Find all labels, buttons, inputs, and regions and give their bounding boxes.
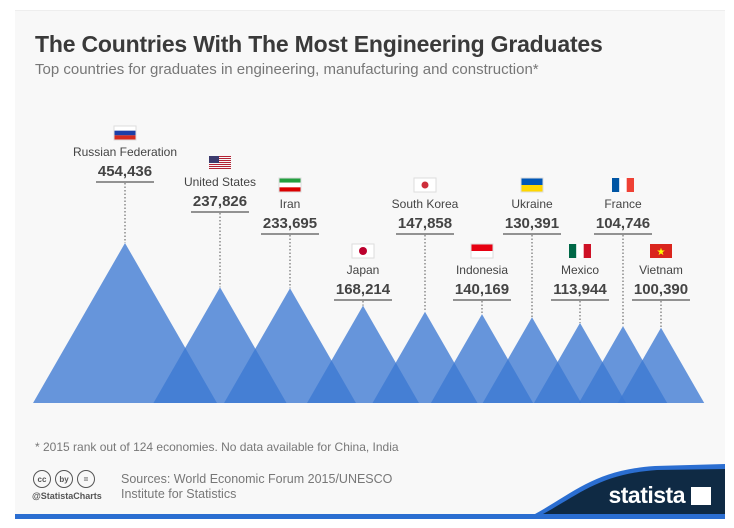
statista-logo-text[interactable]: statista — [608, 482, 685, 508]
value-label: 168,214 — [336, 281, 391, 298]
value-label: 237,826 — [193, 193, 247, 210]
south-korea-flag — [413, 177, 437, 193]
sources: Sources: World Economic Forum 2015/UNESC… — [121, 472, 401, 502]
vietnam-flag: ★ — [650, 244, 672, 258]
brand-swoosh — [535, 464, 725, 514]
triangle-2 — [224, 288, 356, 403]
chart-title: The Countries With The Most Engineering … — [35, 31, 603, 57]
footnote: * 2015 rank out of 124 economies. No dat… — [35, 440, 399, 454]
value-label: 140,169 — [455, 281, 509, 298]
country-label: United States — [184, 175, 256, 189]
mexico-flag — [569, 244, 591, 258]
brand-bar — [15, 514, 725, 519]
value-label: 147,858 — [398, 215, 452, 232]
triangle-0 — [33, 243, 217, 403]
triangle-9 — [617, 327, 705, 403]
country-label: Mexico — [561, 263, 599, 277]
sources-line-2: Institute for Statistics — [121, 487, 237, 501]
country-label: Indonesia — [456, 263, 508, 277]
iran-flag — [278, 177, 302, 193]
country-label: Japan — [347, 263, 380, 277]
value-label: 454,436 — [98, 163, 152, 180]
infographic-card: The Countries With The Most Engineering … — [15, 10, 725, 519]
country-label: Iran — [280, 197, 301, 211]
value-label: 104,746 — [596, 215, 650, 232]
value-label: 100,390 — [634, 281, 688, 298]
chart-area: Russian Federation 454,436 United States 23… — [33, 125, 705, 403]
twitter-handle[interactable]: @StatistaCharts — [32, 491, 102, 501]
creative-commons-icons: cc by = — [33, 470, 95, 488]
country-label: France — [604, 197, 642, 211]
statista-logo-icon — [691, 487, 711, 505]
svg-text:★: ★ — [657, 247, 666, 258]
country-label: Ukraine — [511, 197, 553, 211]
sources-line-1: Sources: World Economic Forum 2015/UNESC… — [121, 472, 393, 486]
country-label: Vietnam — [639, 263, 683, 277]
russia-flag — [113, 125, 137, 141]
usa-flag — [209, 156, 231, 169]
indonesia-flag — [470, 243, 494, 259]
no-derivatives-icon: = — [77, 470, 95, 488]
attribution-icon: by — [55, 470, 73, 488]
value-label: 113,944 — [553, 281, 607, 298]
country-label: South Korea — [392, 197, 459, 211]
country-label: Russian Federation — [73, 145, 177, 159]
ukraine-flag — [520, 177, 544, 193]
value-label: 130,391 — [505, 215, 559, 232]
value-label: 233,695 — [263, 215, 317, 232]
chart-subtitle: Top countries for graduates in engineeri… — [35, 61, 539, 78]
france-flag — [612, 178, 634, 192]
cc-icon: cc — [33, 470, 51, 488]
japan-flag — [351, 243, 375, 259]
